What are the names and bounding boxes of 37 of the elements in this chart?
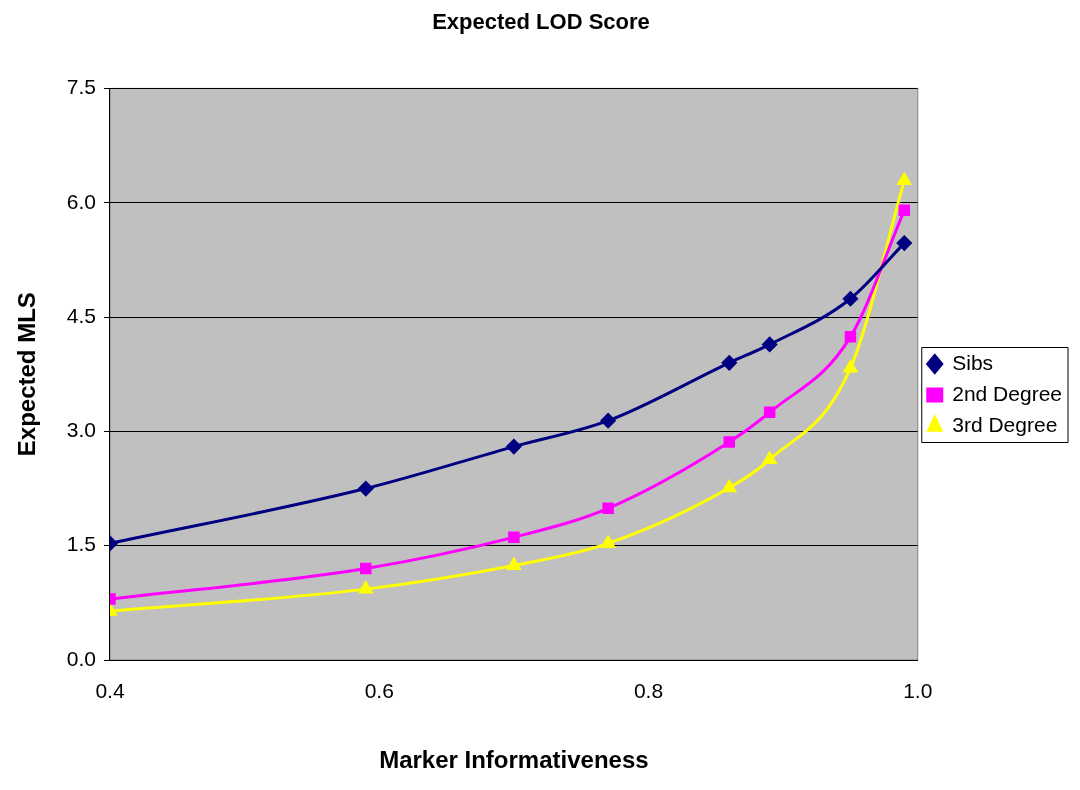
point <box>721 355 737 371</box>
y-tick-label: 0.0 <box>66 646 96 670</box>
x-axis-title: Marker Informativeness <box>379 746 649 774</box>
point <box>602 502 614 515</box>
legend-label: 2nd Degree <box>952 381 1062 405</box>
point <box>844 331 857 343</box>
point <box>600 413 616 429</box>
point <box>762 452 777 465</box>
point <box>842 291 858 307</box>
point <box>763 406 776 419</box>
x-tick-label: 0.4 <box>95 679 125 703</box>
y-tick-label: 1.5 <box>66 532 96 556</box>
y-tick-label: 7.5 <box>66 75 96 99</box>
point <box>360 562 372 575</box>
legend-label: 3rd Degree <box>952 412 1058 436</box>
point <box>359 581 373 594</box>
point <box>722 480 736 493</box>
chart-title: Expected LOD Score <box>432 9 650 35</box>
point <box>508 531 520 544</box>
point <box>897 173 911 186</box>
point <box>896 235 912 251</box>
x-tick-label: 1.0 <box>903 679 933 703</box>
point <box>762 336 778 352</box>
point <box>506 439 522 455</box>
point <box>723 436 736 448</box>
x-tick-label: 0.8 <box>633 679 664 703</box>
point <box>898 204 911 217</box>
point <box>843 360 858 373</box>
y-tick-label: 4.5 <box>66 303 96 327</box>
y-tick-label: 6.0 <box>66 189 96 213</box>
y-axis-title: Expected MLS <box>13 292 41 457</box>
x-tick-label: 0.6 <box>364 679 394 703</box>
point <box>601 535 615 548</box>
point <box>507 558 521 570</box>
point <box>358 481 374 497</box>
legend-label: Sibs <box>952 350 994 374</box>
y-tick-label: 3.0 <box>66 418 96 442</box>
